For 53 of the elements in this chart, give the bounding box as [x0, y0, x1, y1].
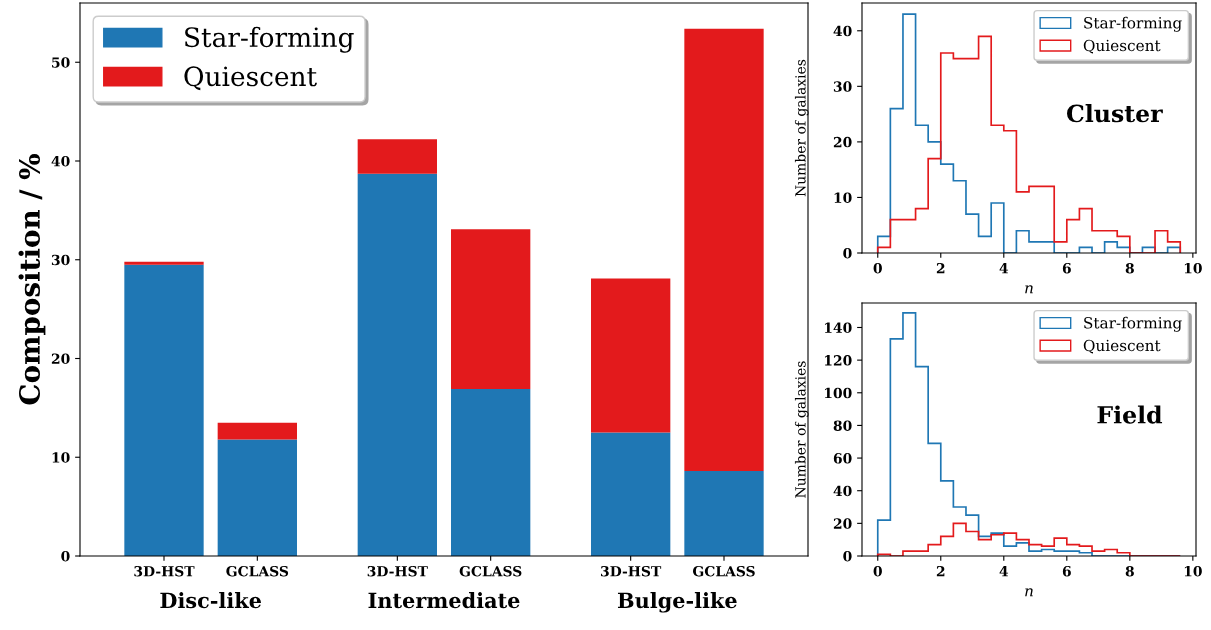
- x-tick-label: 4: [999, 262, 1009, 274]
- y-tick-label: 60: [833, 453, 852, 464]
- y-tick-label: 100: [824, 387, 852, 399]
- y-tick-label: 80: [833, 420, 852, 431]
- x-tick-label: 6: [1062, 565, 1071, 577]
- x-tick-label: 10: [1184, 565, 1202, 577]
- text: Bulge-like: [617, 592, 737, 613]
- y-tick-label: 0: [843, 550, 852, 562]
- y-tick-label: 0: [61, 550, 70, 562]
- text: Intermediate: [368, 592, 520, 609]
- x-tick-label: 0: [873, 262, 882, 274]
- y-tick-label: 120: [824, 355, 852, 366]
- x-tick-label: 3D-HST: [367, 565, 428, 577]
- y-tick-label: 20: [51, 353, 70, 364]
- x-tick-label: 6: [1062, 262, 1071, 274]
- x-tick-label: 8: [1125, 262, 1134, 274]
- x-tick-label: 3D-HST: [601, 565, 662, 577]
- y-tick-label: 30: [833, 81, 852, 92]
- x-tick-label: 4: [999, 565, 1009, 577]
- legend-label: Star-forming: [1084, 316, 1182, 332]
- y-tick-label: 40: [833, 25, 852, 37]
- y-axis-title: Number of galaxies: [794, 59, 809, 197]
- legend-label: Quiescent: [184, 66, 317, 91]
- y-axis-title: Number of galaxies: [794, 361, 809, 498]
- y-tick-label: 10: [52, 452, 70, 463]
- legend-label: Star-forming: [1084, 16, 1182, 32]
- x-axis-title: n: [1025, 588, 1033, 597]
- x-tick-label: 2: [936, 262, 945, 274]
- x-tick-label: 2: [936, 565, 945, 577]
- y-tick-label: 0: [843, 247, 852, 259]
- y-axis-title: Composition / %: [18, 154, 46, 405]
- y-tick-label: 20: [833, 518, 852, 529]
- legend-label: Quiescent: [1083, 339, 1161, 354]
- y-tick-label: 40: [51, 155, 70, 167]
- x-tick-label: GCLASS: [459, 565, 522, 577]
- annotation: Field: [1097, 405, 1163, 424]
- x-tick-label: GCLASS: [226, 565, 289, 577]
- x-tick-label: 0: [873, 565, 882, 577]
- annotation: Cluster: [1067, 104, 1163, 123]
- y-tick-label: 40: [833, 485, 852, 497]
- x-tick-label: GCLASS: [692, 565, 755, 577]
- y-tick-label: 10: [834, 192, 852, 203]
- text: Disc-like: [160, 592, 261, 609]
- x-axis-title: n: [1025, 285, 1033, 294]
- x-tick-label: 8: [1125, 565, 1134, 577]
- y-tick-label: 30: [51, 254, 70, 266]
- legend-label: Star-forming: [185, 26, 354, 53]
- y-tick-label: 140: [824, 322, 852, 333]
- y-tick-label: 20: [833, 136, 852, 148]
- y-tick-label: 50: [52, 57, 70, 68]
- x-tick-label: 3D-HST: [134, 565, 195, 577]
- legend-label: Quiescent: [1083, 39, 1161, 54]
- x-tick-label: 10: [1184, 262, 1202, 274]
